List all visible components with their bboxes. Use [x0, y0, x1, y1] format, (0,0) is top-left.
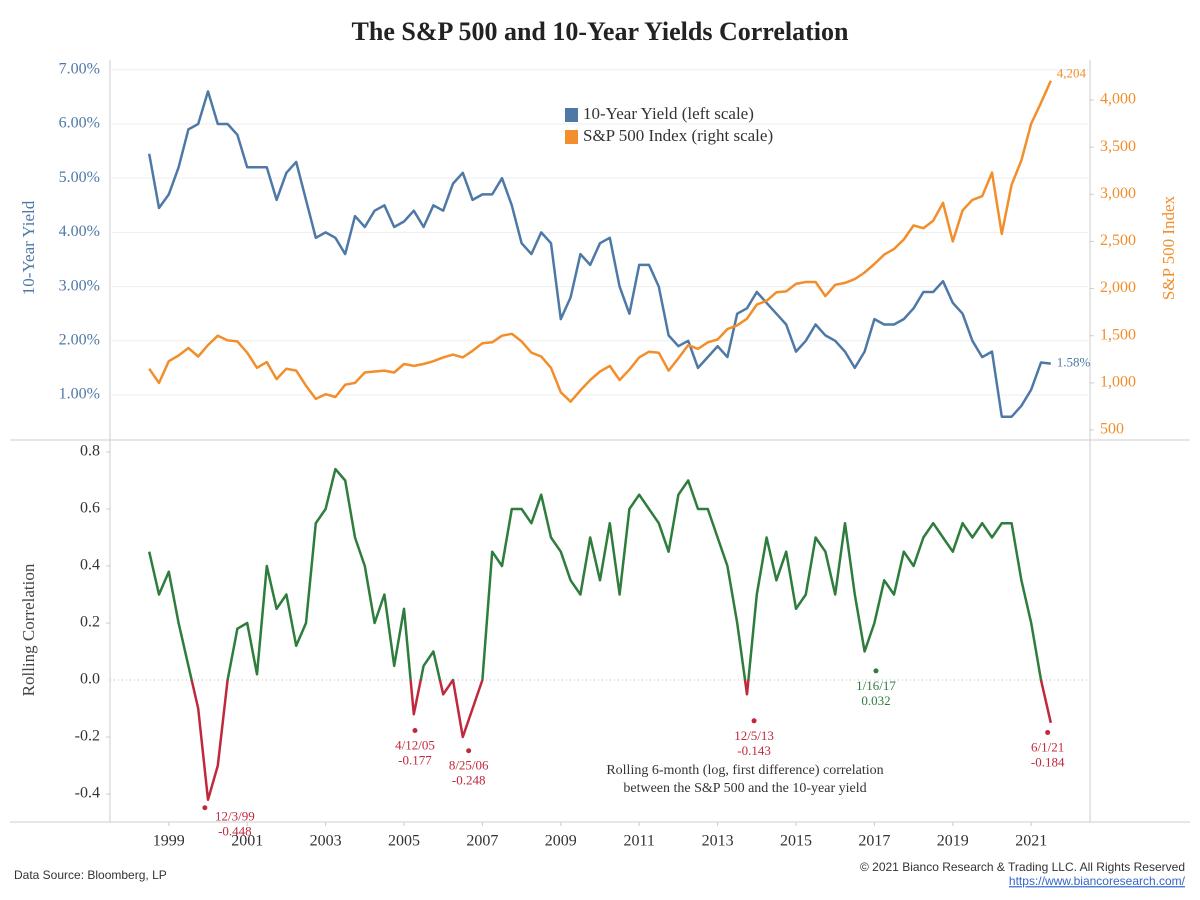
- y-tick-label: 0.2: [80, 614, 100, 631]
- y2-tick-label: 3,500: [1100, 138, 1136, 155]
- y-tick-label: 1.00%: [59, 386, 100, 403]
- y-tick-label: 6.00%: [59, 115, 100, 132]
- x-tick-label: 2007: [466, 833, 498, 850]
- legend-swatch: [565, 108, 578, 122]
- annotation-point: [1045, 729, 1051, 735]
- annotation-date: 6/1/21: [1031, 739, 1064, 754]
- y-tick-label: 7.00%: [59, 60, 100, 77]
- annotation-value: -0.177: [398, 752, 432, 767]
- x-tick-label: 2019: [937, 833, 969, 850]
- annotation-date: 4/12/05: [395, 737, 435, 752]
- copyright: © 2021 Bianco Research & Trading LLC. Al…: [860, 860, 1185, 874]
- y-tick-label: -0.4: [75, 785, 100, 802]
- annotation-date: 12/3/99: [215, 809, 255, 824]
- annotation-date: 1/16/17: [856, 678, 896, 693]
- y-tick-label: 0.8: [80, 443, 100, 460]
- legend-label: 10-Year Yield (left scale): [583, 104, 754, 123]
- x-tick-label: 2017: [858, 833, 890, 850]
- y-tick-label: 4.00%: [59, 223, 100, 240]
- annotation-point: [751, 718, 757, 724]
- correlation-line-negative: [190, 680, 1053, 802]
- x-tick-label: 1999: [153, 833, 185, 850]
- end-label: 4,204: [1057, 66, 1087, 81]
- y2-tick-label: 1,000: [1100, 374, 1136, 391]
- annotation-point: [412, 727, 418, 733]
- annotation-point: [466, 748, 472, 754]
- source: Data Source: Bloomberg, LP: [14, 868, 167, 882]
- correlation-line: [147, 467, 1043, 681]
- x-tick-label: 2013: [702, 833, 734, 850]
- legend-swatch: [565, 130, 578, 144]
- y2-tick-label: 3,000: [1100, 185, 1136, 202]
- x-tick-label: 2021: [1015, 833, 1047, 850]
- legend-label: S&P 500 Index (right scale): [583, 126, 773, 145]
- y2-tick-label: 2,000: [1100, 279, 1136, 296]
- x-tick-label: 2011: [623, 833, 654, 850]
- y2-tick-label: 500: [1100, 421, 1124, 438]
- url[interactable]: https://www.biancoresearch.com/: [1009, 874, 1186, 888]
- annotation-point: [202, 805, 208, 811]
- annotation-value: 0.032: [861, 693, 890, 708]
- y-tick-label: 0.0: [80, 671, 100, 688]
- annotation-date: 8/25/06: [449, 758, 489, 773]
- caption: Rolling 6-month (log, first difference) …: [606, 763, 883, 778]
- annotation-value: -0.143: [737, 743, 771, 758]
- y-tick-label: 2.00%: [59, 331, 100, 348]
- x-tick-label: 2015: [780, 833, 812, 850]
- y-tick-label: 3.00%: [59, 277, 100, 294]
- annotation-value: -0.448: [218, 824, 252, 839]
- end-label: 1.58%: [1057, 355, 1091, 370]
- y-axis-title: 10-Year Yield: [19, 200, 38, 295]
- x-tick-label: 2005: [388, 833, 420, 850]
- caption: between the S&P 500 and the 10-year yiel…: [623, 781, 866, 796]
- y-tick-label: -0.2: [75, 728, 100, 745]
- annotation-value: -0.248: [452, 773, 486, 788]
- y2-tick-label: 2,500: [1100, 232, 1136, 249]
- x-tick-label: 2009: [545, 833, 577, 850]
- y-tick-label: 0.4: [80, 557, 100, 574]
- y2-tick-label: 1,500: [1100, 326, 1136, 343]
- y2-tick-label: 4,000: [1100, 91, 1136, 108]
- x-tick-label: 2003: [310, 833, 342, 850]
- series-line: [148, 80, 1052, 403]
- y2-axis-title: S&P 500 Index: [1159, 195, 1178, 300]
- annotation-value: -0.184: [1031, 754, 1065, 769]
- annotation-point: [873, 668, 879, 674]
- x-tick-label: 2001: [231, 833, 263, 850]
- y-axis-title: Rolling Correlation: [19, 563, 38, 696]
- y-tick-label: 0.6: [80, 500, 100, 517]
- series-line: [147, 90, 1051, 418]
- chart-title: The S&P 500 and 10-Year Yields Correlati…: [352, 17, 849, 46]
- y-tick-label: 5.00%: [59, 169, 100, 186]
- annotation-date: 12/5/13: [734, 728, 774, 743]
